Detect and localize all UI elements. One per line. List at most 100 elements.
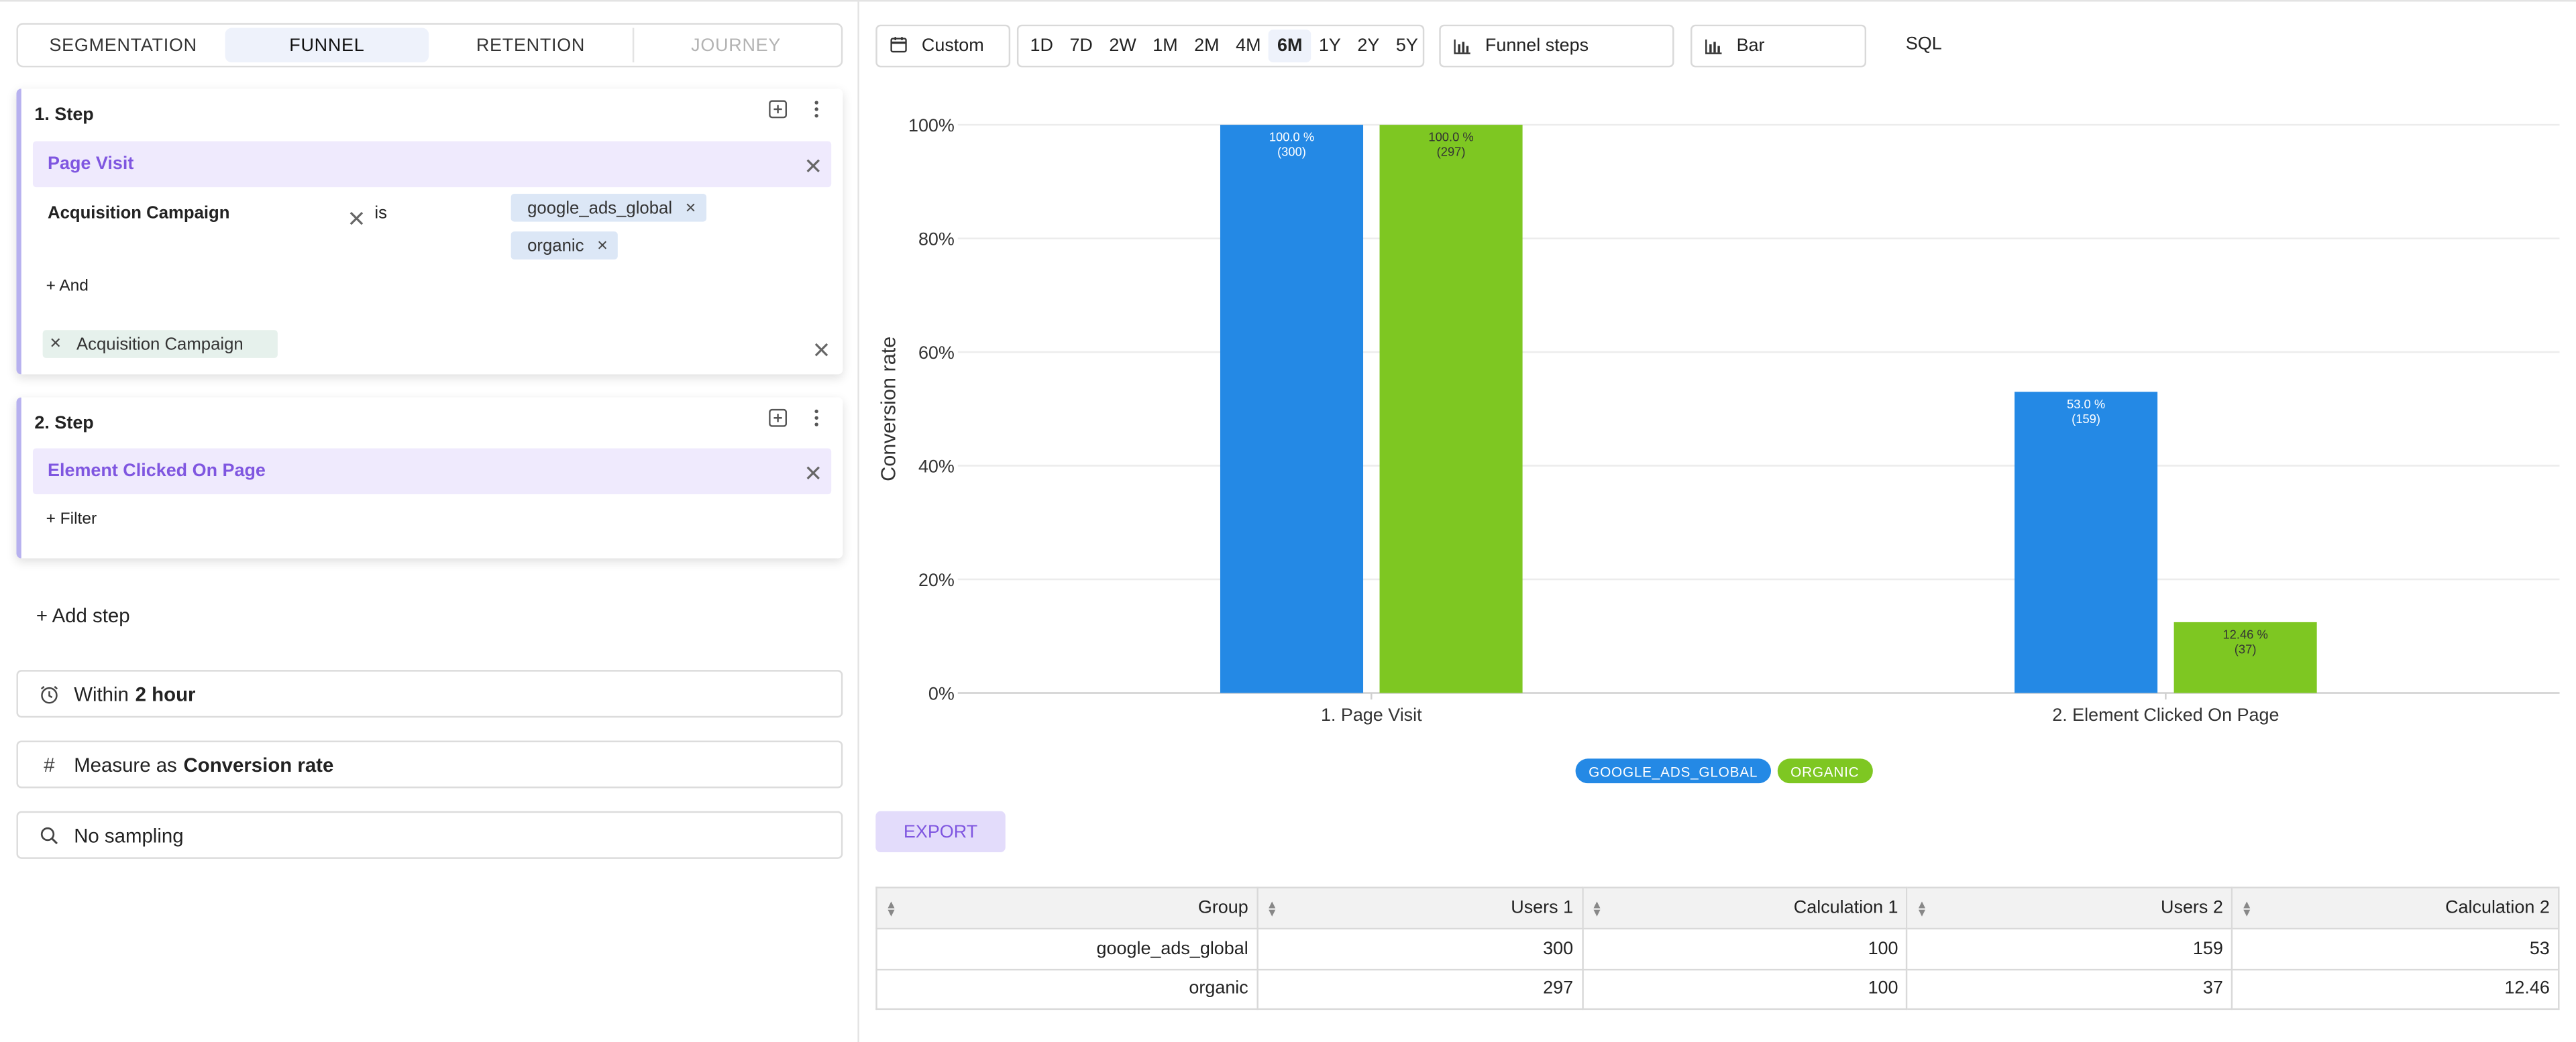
add-box-icon[interactable] [767,99,787,118]
range-1y[interactable]: 1Y [1318,36,1341,56]
more-vertical-icon[interactable] [806,99,826,118]
export-button[interactable]: EXPORT [875,811,1006,853]
range-5y[interactable]: 5Y [1395,36,1418,56]
filter-property[interactable]: Acquisition Campaign [48,203,230,224]
bar-count-label: (159) [2072,412,2100,426]
sort-icon: ▲ ▼ [1266,900,1278,920]
bar-value-label: 100.0 % [1428,130,1473,144]
funnel-steps-dropdown[interactable]: Funnel steps [1439,24,1674,68]
within-prefix: Within [74,682,129,705]
top-divider [0,0,2576,2]
tab-funnel[interactable]: FUNNEL [225,27,429,63]
event-selector[interactable]: Page Visit [32,141,832,188]
filter-value-chip: google_ads_global × [511,193,706,222]
filter-operator[interactable]: is [374,203,387,224]
table-row: google_ads_global 300 100 159 53 [875,927,2560,970]
measure-selector[interactable]: # Measure as Conversion rate [16,740,843,789]
calendar-icon [890,36,907,57]
more-vertical-icon[interactable] [806,407,826,426]
tab-segmentation[interactable]: SEGMENTATION [49,35,197,56]
chip-label: google_ads_global [527,198,673,218]
bar-organic [1379,125,1523,693]
chart-canvas: 0% 20% 40% 60% 80% 100% Conversion rate 100.0 %… [877,115,2560,725]
range-2m[interactable]: 2M [1194,36,1220,56]
bar-value-label: 100.0 % [1269,130,1314,144]
range-4m[interactable]: 4M [1236,36,1261,56]
bar-organic [2174,622,2317,693]
y-tick-label: 60% [918,343,955,363]
x-tick-label: 2. Element Clicked On Page [2052,705,2279,725]
event-name: Page Visit [48,154,134,174]
column-header[interactable]: ▲ ▼ Calculation 2 [2231,886,2560,930]
table-cell: 159 [1906,927,2233,970]
custom-date-button[interactable]: Custom [875,24,1011,68]
conversion-window-selector[interactable]: Within 2 hour [16,670,843,718]
remove-event-icon[interactable] [804,154,823,174]
results-panel: Custom 1D 7D 2W 1M 2M 4M 6M 1Y 2Y 5Y Funnel steps… [859,1,2576,1042]
tab-journey[interactable]: JOURNEY [632,27,838,63]
chart-type-label: Bar [1736,36,1765,56]
add-and-filter-link[interactable]: + And [46,277,89,296]
query-builder-panel: SEGMENTATION FUNNEL RETENTION JOURNEY 1.… [0,1,859,1042]
funnel-bar-chart: 0% 20% 40% 60% 80% 100% Conversion rate 100.0 %… [859,92,2576,740]
bar-chart-icon [1705,38,1722,54]
chip-label: organic [527,235,584,255]
remove-chip-icon[interactable]: × [597,235,608,255]
table-cell: 300 [1256,927,1583,970]
chart-type-dropdown[interactable]: Bar [1690,24,1867,68]
column-header[interactable]: ▲ ▼ Group [875,886,1258,930]
table-cell: 37 [1906,968,2233,1010]
funnel-step-2: 2. Step Element Clicked On Page + Filter [16,397,843,559]
filter-value-chip: organic × [511,231,618,259]
event-selector[interactable]: Element Clicked On Page [32,448,832,495]
legend-item-google_ads_global[interactable]: GOOGLE_ADS_GLOBAL [1575,758,1771,784]
range-2w[interactable]: 2W [1109,36,1136,56]
alarm-clock-icon [38,684,60,703]
sql-button[interactable]: SQL [1905,34,1942,54]
remove-filter-icon[interactable] [348,205,364,225]
range-2y[interactable]: 2Y [1357,36,1380,56]
column-header-label: Group [1197,898,1248,918]
sort-icon: ▲ ▼ [885,900,897,920]
measure-prefix: Measure as [74,752,177,776]
bar-count-label: (300) [1277,145,1306,159]
within-value: 2 hour [135,682,196,705]
range-7d[interactable]: 7D [1069,36,1093,56]
bar-value-label: 12.46 % [2222,627,2267,641]
range-6m[interactable]: 6M [1269,30,1311,63]
time-range-selector: 1D 7D 2W 1M 2M 4M 6M 1Y 2Y 5Y [1016,24,1425,68]
add-box-icon[interactable] [767,407,787,426]
add-step-button[interactable]: + Add step [36,604,130,628]
legend-item-organic[interactable]: ORGANIC [1777,758,1873,784]
bar-value-label: 53.0 % [2067,397,2105,411]
results-table: ▲ ▼ Group ▲ ▼ Users 1 ▲ ▼ Calculation 1 ▲ ▼ Users 2… [875,886,2560,1010]
y-tick-label: 100% [908,115,955,135]
y-tick-label: 0% [928,683,955,703]
clear-group-by-icon[interactable] [812,338,831,357]
bar-count-label: (37) [2235,642,2257,656]
analysis-tabs: SEGMENTATION FUNNEL RETENTION JOURNEY [16,23,843,68]
remove-chip-icon[interactable]: × [685,198,696,218]
column-header-label: Calculation 1 [1793,898,1898,918]
x-tick-label: 1. Page Visit [1321,705,1422,725]
column-header[interactable]: ▲ ▼ Users 2 [1906,886,2233,930]
column-header[interactable]: ▲ ▼ Users 1 [1256,886,1583,930]
column-header[interactable]: ▲ ▼ Calculation 1 [1581,886,1909,930]
bar-google_ads_global [1220,125,1364,693]
group-by-label: Acquisition Campaign [76,334,244,354]
remove-event-icon[interactable] [804,461,823,481]
remove-group-by-icon[interactable]: ✕ [49,335,62,352]
column-header-label: Users 1 [1511,898,1574,918]
table-cell: 100 [1581,968,1909,1010]
y-axis-label: Conversion rate [877,337,900,481]
y-tick-label: 20% [918,570,955,590]
range-1m[interactable]: 1M [1152,36,1178,56]
sampling-selector[interactable]: No sampling [16,811,843,859]
funnel-step-1: 1. Step Page Visit Acquisition Campaign … [16,89,843,375]
measure-value: Conversion rate [183,752,334,776]
add-filter-link[interactable]: + Filter [46,510,97,529]
step-title: 1. Step [34,105,94,125]
tab-retention[interactable]: RETENTION [476,35,586,56]
range-1d[interactable]: 1D [1030,36,1053,56]
y-tick-label: 80% [918,229,955,249]
